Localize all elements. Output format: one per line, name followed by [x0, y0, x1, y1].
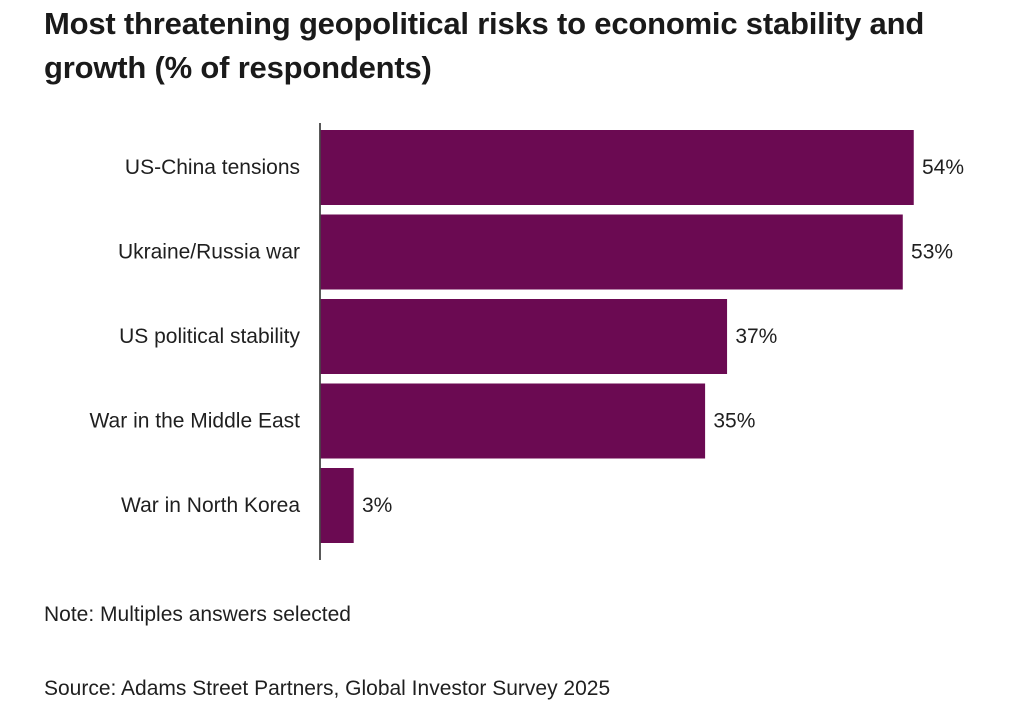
value-label: 3%: [362, 494, 392, 517]
category-label: War in the Middle East: [90, 410, 301, 433]
value-label: 54%: [922, 156, 964, 179]
category-label: War in North Korea: [121, 494, 300, 517]
bar: [320, 468, 354, 543]
chart-note: Note: Multiples answers selected: [44, 603, 351, 626]
chart-title: Most threatening geopolitical risks to e…: [44, 6, 925, 85]
bar: [320, 383, 706, 459]
bar: [320, 130, 914, 205]
value-label: 37%: [735, 325, 777, 348]
bar: [320, 214, 903, 290]
bars-group: [320, 130, 914, 543]
value-label: 35%: [713, 410, 755, 433]
bar: [320, 299, 728, 374]
value-label: 53%: [911, 241, 953, 264]
chart-source: Source: Adams Street Partners, Global In…: [44, 677, 611, 700]
category-label: US-China tensions: [125, 156, 300, 179]
category-label: Ukraine/Russia war: [118, 241, 300, 264]
category-label: US political stability: [119, 325, 300, 348]
category-labels: US-China tensions Ukraine/Russia war US po…: [90, 156, 301, 517]
value-labels: 54% 53% 37% 35% 3%: [362, 156, 964, 517]
